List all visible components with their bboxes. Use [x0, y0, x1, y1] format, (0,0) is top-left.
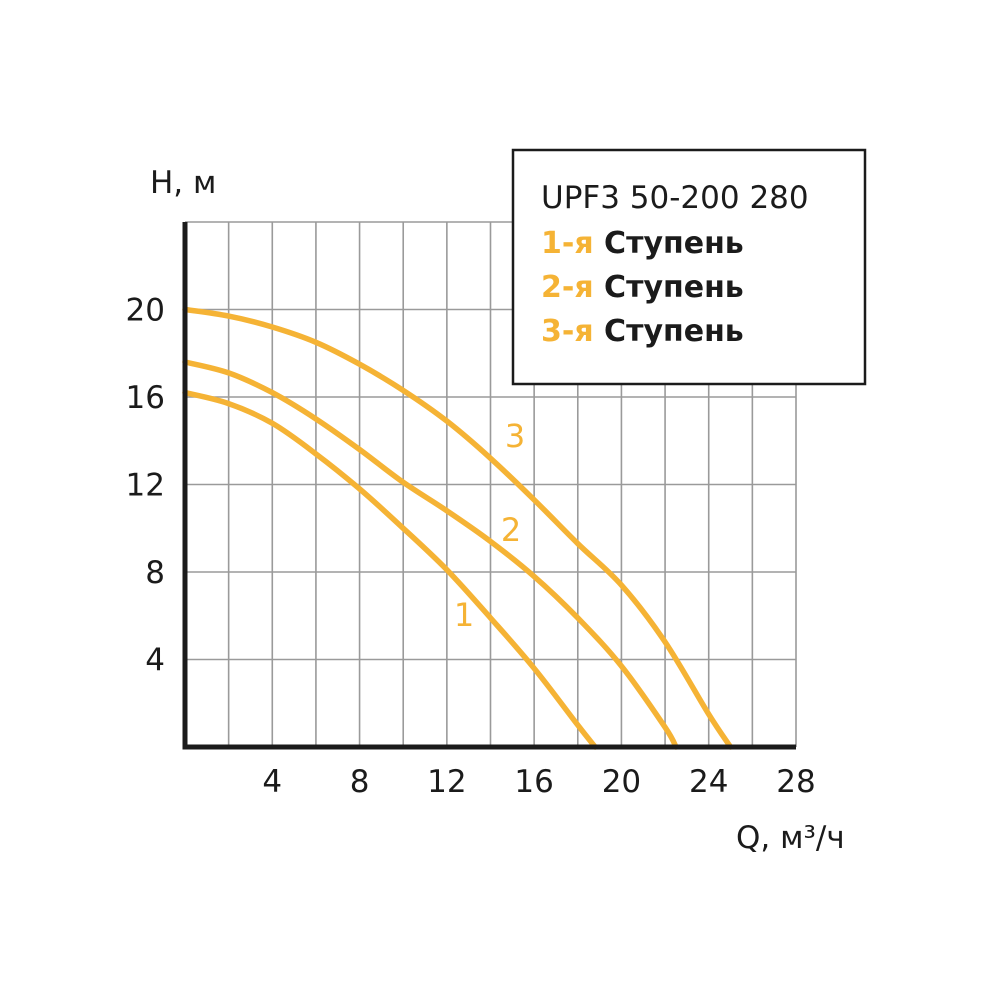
legend-entry-1: 1-я Ступень: [541, 226, 744, 261]
y-tick-label: 20: [126, 293, 165, 329]
axes: [182, 222, 796, 750]
y-tick-label: 8: [145, 555, 165, 591]
legend-entry-number: 1-я: [541, 226, 604, 261]
y-tick-label: 4: [145, 643, 165, 679]
x-tick-label: 24: [689, 764, 728, 800]
legend-entry-2: 2-я Ступень: [541, 270, 744, 305]
y-tick-label: 12: [126, 468, 165, 504]
x-axis-title: Q, м³/ч: [736, 820, 845, 856]
x-tick-label: 20: [602, 764, 641, 800]
legend-entry-3: 3-я Ступень: [541, 314, 744, 349]
curve-stage-3: [182, 306, 734, 750]
curve-label-3: 3: [505, 417, 525, 455]
legend-entry-word: Ступень: [604, 270, 744, 305]
legend-entry-number: 3-я: [541, 314, 604, 349]
curve-label-1: 1: [454, 596, 474, 634]
x-tick-label: 28: [776, 764, 815, 800]
legend-entry-word: Ступень: [604, 226, 744, 261]
y-axis-title: H, м: [150, 165, 216, 201]
y-tick-label: 16: [126, 380, 165, 416]
legend-box: [511, 148, 867, 386]
legend-entry-word: Ступень: [604, 314, 744, 349]
legend-entry-number: 2-я: [541, 270, 604, 305]
curves: [182, 306, 734, 750]
x-tick-label: 16: [514, 764, 553, 800]
x-tick-label: 8: [350, 764, 370, 800]
x-tick-label: 12: [427, 764, 466, 800]
curve-labels: 1 2 3: [454, 417, 525, 634]
x-tick-label: 4: [262, 764, 282, 800]
curve-stage-2: [182, 359, 679, 750]
curve-label-2: 2: [501, 511, 521, 549]
curve-stage-1: [182, 389, 598, 750]
legend-title: UPF3 50-200 280: [541, 180, 809, 216]
